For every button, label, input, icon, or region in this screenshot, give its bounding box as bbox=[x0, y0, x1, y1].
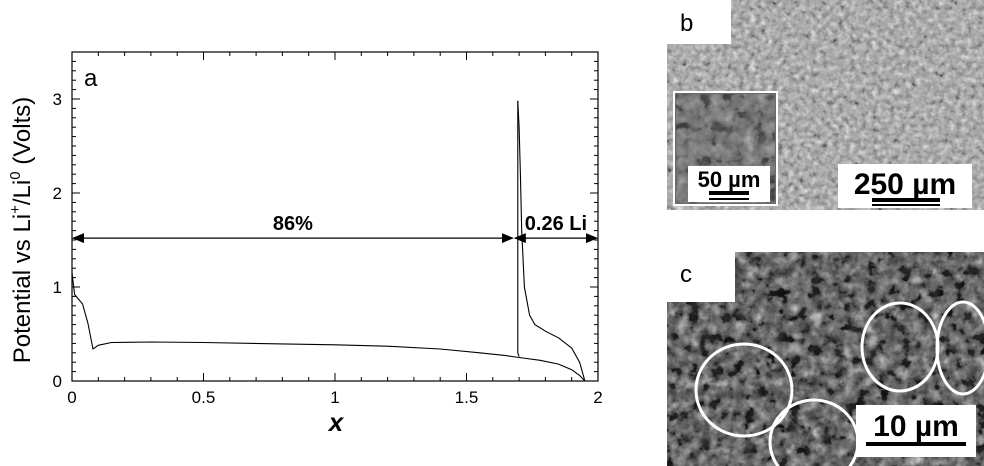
annotation-label-li: 0.26 Li bbox=[525, 213, 587, 235]
y-axis-label-sup1: + bbox=[7, 205, 24, 214]
series-jump-line bbox=[517, 100, 520, 357]
c-scale-box bbox=[856, 405, 976, 457]
axis-ticks bbox=[71, 51, 599, 382]
panel-b-label-box bbox=[667, 0, 731, 44]
inset-scale-box bbox=[688, 166, 770, 202]
x-tick-label: 1 bbox=[330, 388, 339, 407]
plot-frame bbox=[71, 51, 599, 382]
y-axis-label-end: (Volts) bbox=[9, 97, 36, 172]
x-tick-label: 0 bbox=[67, 388, 76, 407]
x-tick-label: 2 bbox=[593, 388, 602, 407]
inset-scale-label: 50 µm bbox=[698, 167, 761, 192]
x-tick-label: 0.5 bbox=[192, 388, 216, 407]
y-tick-label: 1 bbox=[53, 278, 62, 297]
panel-label-c: c bbox=[680, 261, 692, 288]
x-tick-label: 1.5 bbox=[455, 388, 479, 407]
panel-label-b: b bbox=[680, 10, 693, 37]
series-charge-line bbox=[517, 100, 586, 381]
data-series bbox=[72, 100, 586, 381]
axis-tick-labels: 0 0.5 1 1.5 2 0 1 2 3 bbox=[53, 90, 603, 407]
panel-label-a: a bbox=[84, 65, 98, 92]
series-discharge-line bbox=[72, 272, 586, 381]
y-axis-label: Potential vs Li+/Li0 (Volts) bbox=[7, 97, 36, 364]
main-scale-label: 250 µm bbox=[854, 168, 956, 201]
panel-c-label-box bbox=[667, 252, 735, 302]
x-axis-label: x bbox=[327, 407, 345, 437]
y-axis-label-mid: /Li bbox=[9, 180, 36, 205]
sem-panel-c: c 10 µm bbox=[667, 252, 984, 466]
y-tick-label: 2 bbox=[53, 184, 62, 203]
y-axis-label-main: Potential vs Li bbox=[9, 214, 36, 363]
y-axis-label-sup2: 0 bbox=[7, 171, 24, 179]
arrow-annotations: 86% 0.26 Li bbox=[72, 213, 598, 244]
annotation-label-86: 86% bbox=[273, 213, 313, 235]
c-scale-label: 10 µm bbox=[873, 410, 959, 443]
y-tick-label: 3 bbox=[53, 90, 62, 109]
sem-panel-b: b 50 µm 250 µm bbox=[667, 0, 984, 210]
highlight-circle-4 bbox=[935, 300, 984, 396]
y-tick-label: 0 bbox=[53, 372, 62, 391]
chart-panel-a: 0 0.5 1 1.5 2 0 1 2 3 86% 0.26 Li a x Potential v… bbox=[7, 51, 603, 437]
highlight-circle-1 bbox=[694, 342, 794, 438]
